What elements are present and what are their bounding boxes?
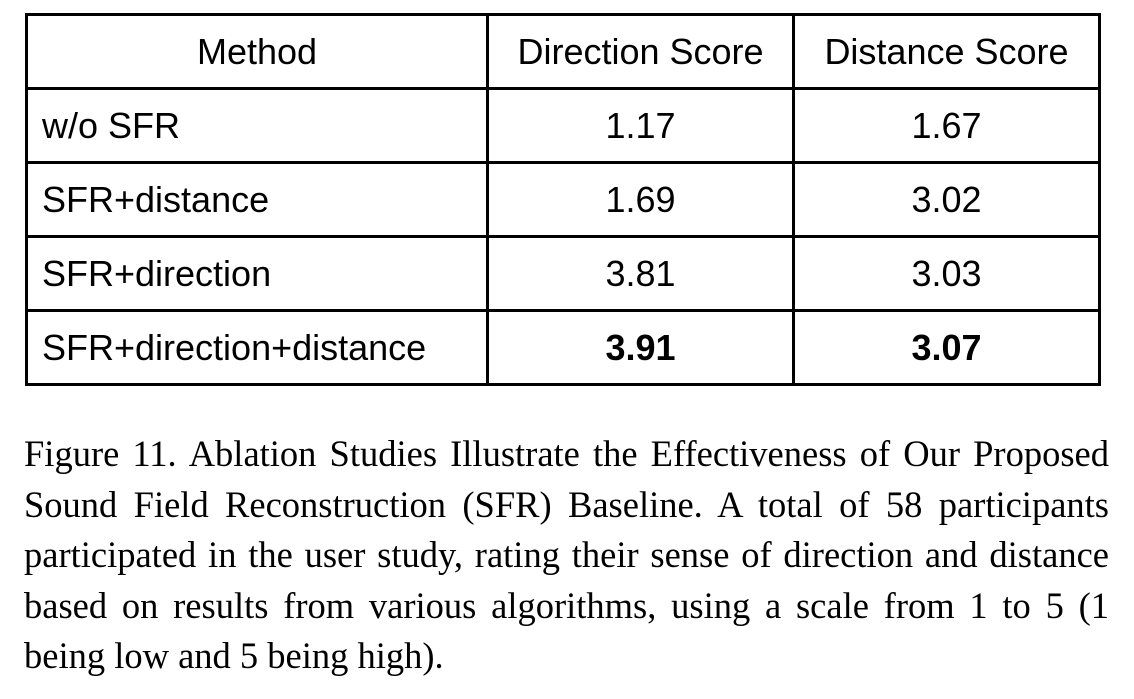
- table-row: SFR+distance 1.69 3.02: [25, 161, 1101, 238]
- direction-score-cell: 3.81: [486, 235, 795, 312]
- table-header-row: Method Direction Score Distance Score: [25, 13, 1101, 90]
- method-cell: SFR+direction+distance: [25, 309, 489, 386]
- direction-score-cell: 1.17: [486, 87, 795, 164]
- direction-score-cell-best: 3.91: [486, 309, 795, 386]
- method-cell: w/o SFR: [25, 87, 489, 164]
- distance-score-column-header: Distance Score: [792, 13, 1101, 90]
- table-row: w/o SFR 1.17 1.67: [25, 87, 1101, 164]
- table-row-best: SFR+direction+distance 3.91 3.07: [25, 309, 1101, 386]
- distance-score-cell-best: 3.07: [792, 309, 1101, 386]
- table-row: SFR+direction 3.81 3.03: [25, 235, 1101, 312]
- caption-text: Ablation Studies Illustrate the Effectiv…: [24, 433, 1109, 676]
- method-column-header: Method: [25, 13, 489, 90]
- direction-score-column-header: Direction Score: [486, 13, 795, 90]
- distance-score-cell: 3.03: [792, 235, 1101, 312]
- figure-label: Figure 11.: [24, 433, 177, 474]
- ablation-results-table: Method Direction Score Distance Score w/…: [25, 13, 1101, 386]
- figure-caption: Figure 11. Ablation Studies Illustrate th…: [24, 429, 1109, 682]
- method-cell: SFR+direction: [25, 235, 489, 312]
- direction-score-cell: 1.69: [486, 161, 795, 238]
- method-cell: SFR+distance: [25, 161, 489, 238]
- distance-score-cell: 1.67: [792, 87, 1101, 164]
- distance-score-cell: 3.02: [792, 161, 1101, 238]
